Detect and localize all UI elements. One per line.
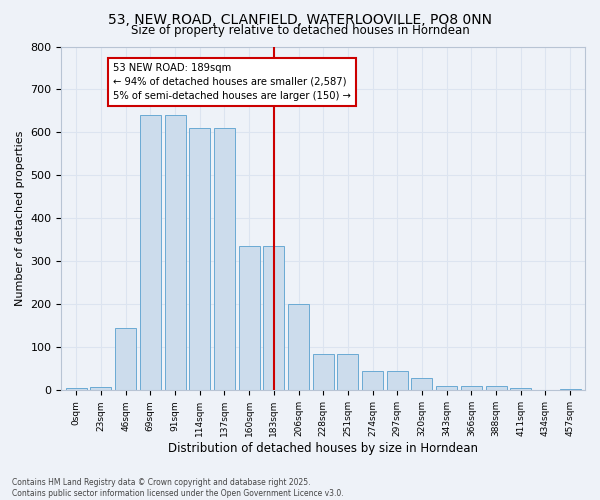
- Bar: [288, 304, 309, 390]
- Bar: [263, 246, 284, 390]
- Bar: [362, 371, 383, 390]
- Bar: [412, 378, 433, 390]
- Y-axis label: Number of detached properties: Number of detached properties: [15, 130, 25, 306]
- Bar: [115, 328, 136, 390]
- Bar: [189, 128, 210, 390]
- Text: 53 NEW ROAD: 189sqm
← 94% of detached houses are smaller (2,587)
5% of semi-deta: 53 NEW ROAD: 189sqm ← 94% of detached ho…: [113, 63, 351, 101]
- Text: Contains HM Land Registry data © Crown copyright and database right 2025.
Contai: Contains HM Land Registry data © Crown c…: [12, 478, 344, 498]
- Bar: [66, 388, 87, 390]
- Bar: [560, 389, 581, 390]
- Bar: [164, 116, 185, 390]
- Bar: [140, 116, 161, 390]
- Bar: [387, 371, 408, 390]
- Text: 53, NEW ROAD, CLANFIELD, WATERLOOVILLE, PO8 0NN: 53, NEW ROAD, CLANFIELD, WATERLOOVILLE, …: [108, 12, 492, 26]
- Bar: [436, 386, 457, 390]
- Bar: [91, 387, 112, 390]
- X-axis label: Distribution of detached houses by size in Horndean: Distribution of detached houses by size …: [168, 442, 478, 455]
- Bar: [239, 246, 260, 390]
- Bar: [337, 354, 358, 391]
- Bar: [461, 386, 482, 390]
- Text: Size of property relative to detached houses in Horndean: Size of property relative to detached ho…: [131, 24, 469, 37]
- Bar: [510, 388, 531, 390]
- Bar: [485, 386, 506, 390]
- Bar: [313, 354, 334, 391]
- Bar: [214, 128, 235, 390]
